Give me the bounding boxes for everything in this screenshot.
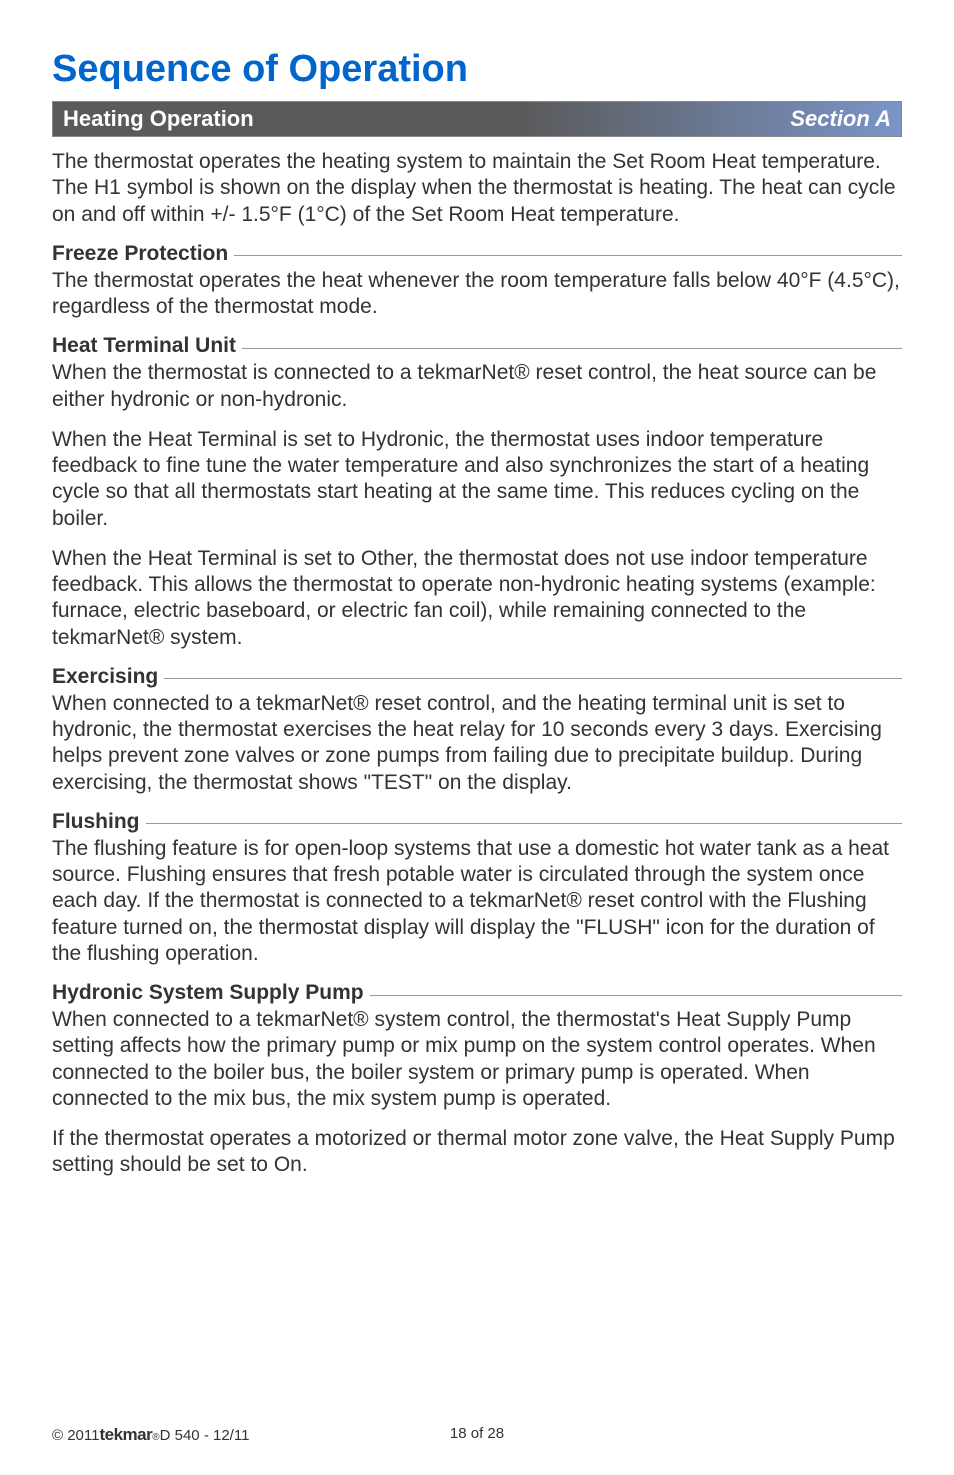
hydronic-heading: Hydronic System Supply Pump <box>52 981 364 1005</box>
heat-terminal-p1: When the thermostat is connected to a te… <box>52 360 902 413</box>
heat-terminal-p2: When the Heat Terminal is set to Hydroni… <box>52 427 902 532</box>
freeze-heading-row: Freeze Protection <box>52 242 902 266</box>
flushing-body: The flushing feature is for open-loop sy… <box>52 836 902 967</box>
heat-terminal-p3: When the Heat Terminal is set to Other, … <box>52 546 902 651</box>
hydronic-heading-row: Hydronic System Supply Pump <box>52 981 902 1005</box>
intro-paragraph: The thermostat operates the heating syst… <box>52 149 902 228</box>
rule <box>146 823 903 824</box>
section-bar-right: Section A <box>790 106 891 132</box>
footer-page: 18 of 28 <box>450 1425 504 1442</box>
flushing-heading-row: Flushing <box>52 810 902 834</box>
rule <box>164 678 902 679</box>
hydronic-p2: If the thermostat operates a motorized o… <box>52 1126 902 1179</box>
footer-copyright: © 2011 <box>52 1427 99 1444</box>
page-title: Sequence of Operation <box>52 48 902 91</box>
footer-reg: ® <box>152 1432 159 1443</box>
rule <box>370 995 902 996</box>
freeze-body: The thermostat operates the heat wheneve… <box>52 268 902 321</box>
footer-brand: tekmar <box>99 1425 152 1445</box>
heat-terminal-heading: Heat Terminal Unit <box>52 334 236 358</box>
section-bar: Heating Operation Section A <box>52 101 902 137</box>
flushing-heading: Flushing <box>52 810 140 834</box>
footer-doc: D 540 - 12/11 <box>160 1427 250 1444</box>
exercising-body: When connected to a tekmarNet® reset con… <box>52 691 902 796</box>
rule <box>242 348 902 349</box>
freeze-heading: Freeze Protection <box>52 242 228 266</box>
page-footer: © 2011 tekmar® D 540 - 12/11 18 of 28 <box>52 1425 902 1445</box>
exercising-heading: Exercising <box>52 665 158 689</box>
exercising-heading-row: Exercising <box>52 665 902 689</box>
rule <box>234 255 902 256</box>
heat-terminal-heading-row: Heat Terminal Unit <box>52 334 902 358</box>
section-bar-left: Heating Operation <box>63 106 254 132</box>
hydronic-p1: When connected to a tekmarNet® system co… <box>52 1007 902 1112</box>
